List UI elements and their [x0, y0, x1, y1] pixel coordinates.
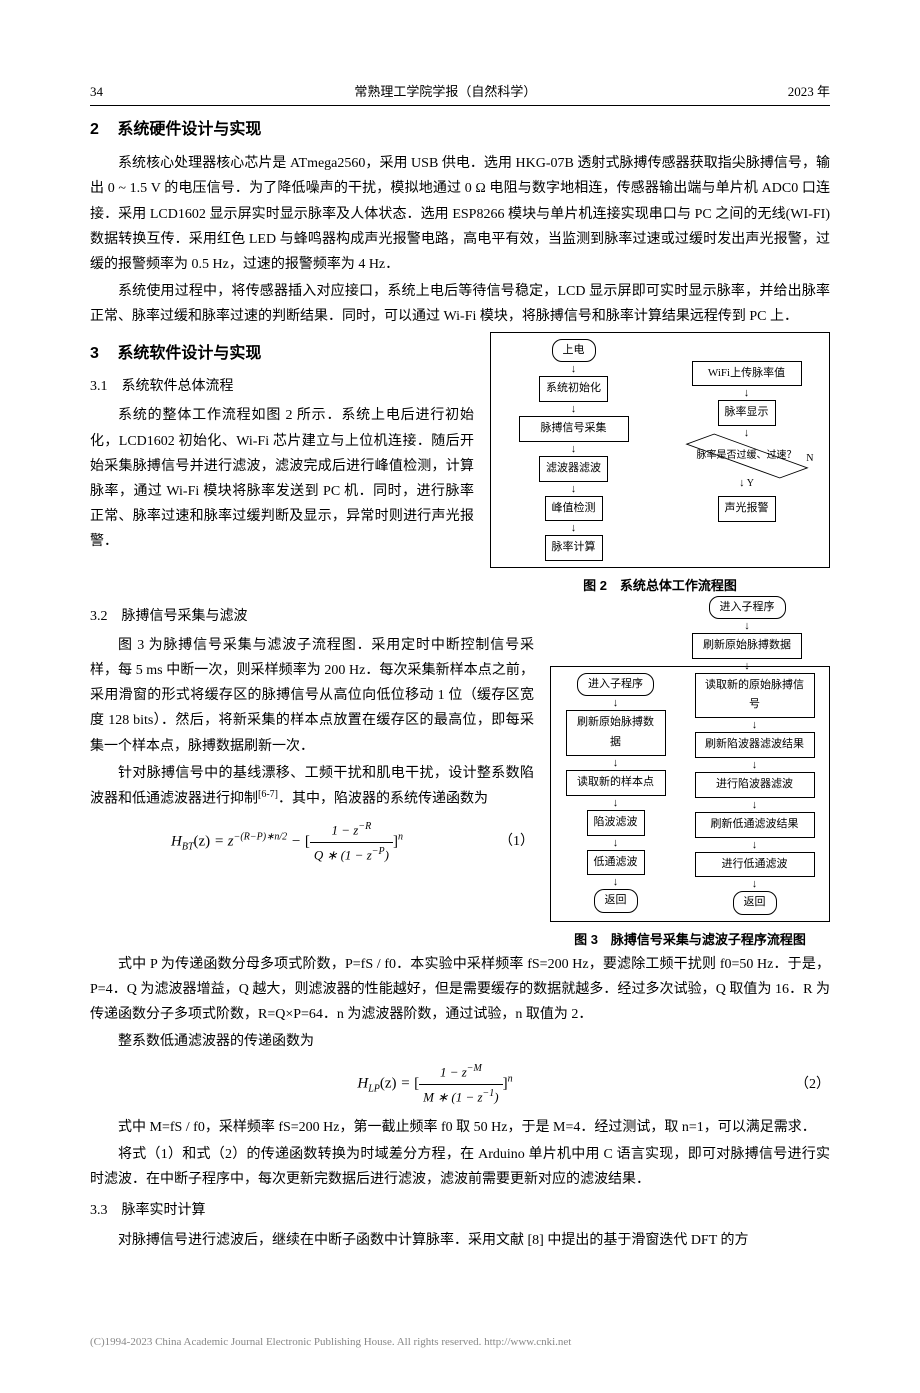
sec32-p5: 式中 M=fS / f0，采样频率 fS=200 Hz，第一截止频率 f0 取 …: [90, 1115, 830, 1140]
equation-1: HBT(z) = z−(R−P)∗n/2 − [1 − z−RQ ∗ (1 − …: [90, 818, 534, 866]
diamond-text: 脉率是否过缓、过速？: [692, 447, 802, 465]
sec32-p3: 式中 P 为传递函数分母多项式阶数，P=fS / f0．本实验中采样频率 fS=…: [90, 952, 830, 1028]
arrow-icon: ↓: [752, 879, 758, 889]
arrow-icon: ↓: [613, 838, 619, 848]
sub33-num: 3.3: [90, 1203, 108, 1218]
subsection-3-3: 3.3 脉率实时计算: [90, 1198, 830, 1223]
arrow-icon: ↓: [744, 621, 750, 631]
flow-node: 进行陷波器滤波: [695, 772, 815, 798]
arrow-icon: ↓: [744, 388, 750, 398]
sec32-p1: 图 3 为脉搏信号采集与滤波子流程图．采用定时中断控制信号采样，每 5 ms 中…: [90, 633, 534, 759]
arrow-icon: ↓: [744, 428, 750, 438]
sec32-p2: 针对脉搏信号中的基线漂移、工频干扰和肌电干扰，设计整系数陷波器和低通滤波器进行抑…: [90, 761, 534, 812]
section-3-num: 3: [90, 345, 99, 362]
year-label: 2023 年: [788, 80, 830, 103]
sec32-p6: 将式（1）和式（2）的传递函数转换为时域差分方程，在 Arduino 单片机中用…: [90, 1142, 830, 1192]
page-header: 34 常熟理工学院学报（自然科学） 2023 年: [90, 80, 830, 106]
sec32-p4: 整系数低通滤波器的传递函数为: [90, 1029, 830, 1054]
label-y: ↓ Y: [739, 474, 754, 494]
eq2-num: （2）: [780, 1072, 830, 1097]
sec33-p1: 对脉搏信号进行滤波后，继续在中断子函数中计算脉率．采用文献 [8] 中提出的基于…: [90, 1228, 830, 1253]
label-n: N: [806, 450, 813, 468]
figure-3-flowchart: 进入子程序 ↓ 刷新原始脉搏数据 ↓ 进入子程序 ↓ 刷新原始脉搏数据 ↓ 读取…: [550, 598, 830, 923]
flow-node: 声光报警: [718, 496, 776, 522]
flow-node: WiFi上传脉率值: [692, 361, 802, 387]
sub32-num: 3.2: [90, 609, 108, 624]
arrow-icon: ↓: [571, 444, 577, 454]
flow-node: 滤波器滤波: [539, 456, 608, 482]
flow-node: 返回: [733, 891, 777, 915]
arrow-icon: ↓: [613, 798, 619, 808]
flow-node: 进入子程序: [577, 673, 654, 697]
section-3-title: 系统软件设计与实现: [117, 345, 261, 362]
flow-node: 上电: [552, 339, 596, 363]
flow-node: 峰值检测: [545, 496, 603, 522]
eq1-num: （1）: [484, 829, 534, 854]
arrow-icon: ↓: [613, 698, 619, 708]
arrow-icon: ↓: [571, 484, 577, 494]
flow-node: 刷新陷波器滤波结果: [695, 732, 815, 758]
citation: [6-7]: [258, 789, 278, 800]
flow-node: 刷新原始脉搏数据: [566, 710, 666, 756]
sub31-num: 3.1: [90, 379, 108, 394]
figure-2-flowchart: 上电 ↓ 系统初始化 ↓ 脉搏信号采集 ↓ 滤波器滤波 ↓ 峰值检测 ↓ 脉率计…: [490, 332, 830, 569]
figure-2-caption: 图 2 系统总体工作流程图: [490, 574, 830, 597]
flow-node: 脉搏信号采集: [519, 416, 629, 442]
flow-node: 脉率显示: [718, 400, 776, 426]
arrow-icon: ↓: [613, 877, 619, 887]
equation-2: HLP(z) = [1 − z−MM ∗ (1 − z−1)]n （2）: [90, 1060, 830, 1108]
arrow-icon: ↓: [571, 404, 577, 414]
subsection-3-2: 3.2 脉搏信号采集与滤波: [90, 604, 534, 629]
arrow-icon: ↓: [571, 523, 577, 533]
flow-node: 低通滤波: [587, 850, 645, 876]
section-2-num: 2: [90, 121, 99, 138]
sec2-p1: 系统核心处理器核心芯片是 ATmega2560，采用 USB 供电．选用 HKG…: [90, 151, 830, 277]
arrow-icon: ↓: [752, 840, 758, 850]
arrow-icon: ↓: [571, 364, 577, 374]
flow-node: 读取新的样本点: [566, 770, 666, 796]
flow-decision: 脉率是否过缓、过速？ N: [692, 440, 802, 472]
arrow-icon: ↓: [744, 661, 750, 671]
arrow-icon: ↓: [613, 758, 619, 768]
sub32-title: 脉搏信号采集与滤波: [122, 609, 248, 624]
figure-3-caption: 图 3 脉搏信号采集与滤波子程序流程图: [550, 928, 830, 951]
sec31-p: 系统的整体工作流程如图 2 所示．系统上电后进行初始化，LCD1602 初始化、…: [90, 403, 474, 554]
flow-node: 陷波滤波: [587, 810, 645, 836]
subsection-3-1: 3.1 系统软件总体流程: [90, 374, 474, 399]
sub33-title: 脉率实时计算: [122, 1203, 206, 1218]
section-3-heading: 3 系统软件设计与实现: [90, 340, 474, 369]
arrow-icon: ↓: [752, 720, 758, 730]
flow-node: 脉率计算: [545, 535, 603, 561]
arrow-icon: ↓: [752, 800, 758, 810]
flow-node: 刷新原始脉搏数据: [692, 633, 802, 659]
flow-node: 返回: [594, 889, 638, 913]
page-footer: (C)1994-2023 China Academic Journal Elec…: [90, 1333, 830, 1353]
flow-node: 刷新低通滤波结果: [695, 812, 815, 838]
sec2-p2: 系统使用过程中，将传感器插入对应接口，系统上电后等待信号稳定，LCD 显示屏即可…: [90, 279, 830, 329]
page-number: 34: [90, 80, 103, 103]
flow-node: 进入子程序: [709, 596, 786, 620]
flow-node: 系统初始化: [539, 376, 608, 402]
journal-title: 常熟理工学院学报（自然科学）: [354, 80, 536, 103]
arrow-icon: ↓: [752, 760, 758, 770]
sub31-title: 系统软件总体流程: [122, 379, 234, 394]
section-2-heading: 2 系统硬件设计与实现: [90, 116, 830, 145]
section-2-title: 系统硬件设计与实现: [117, 121, 261, 138]
flow-node: 读取新的原始脉搏信号: [695, 673, 815, 719]
flow-node: 进行低通滤波: [695, 852, 815, 878]
